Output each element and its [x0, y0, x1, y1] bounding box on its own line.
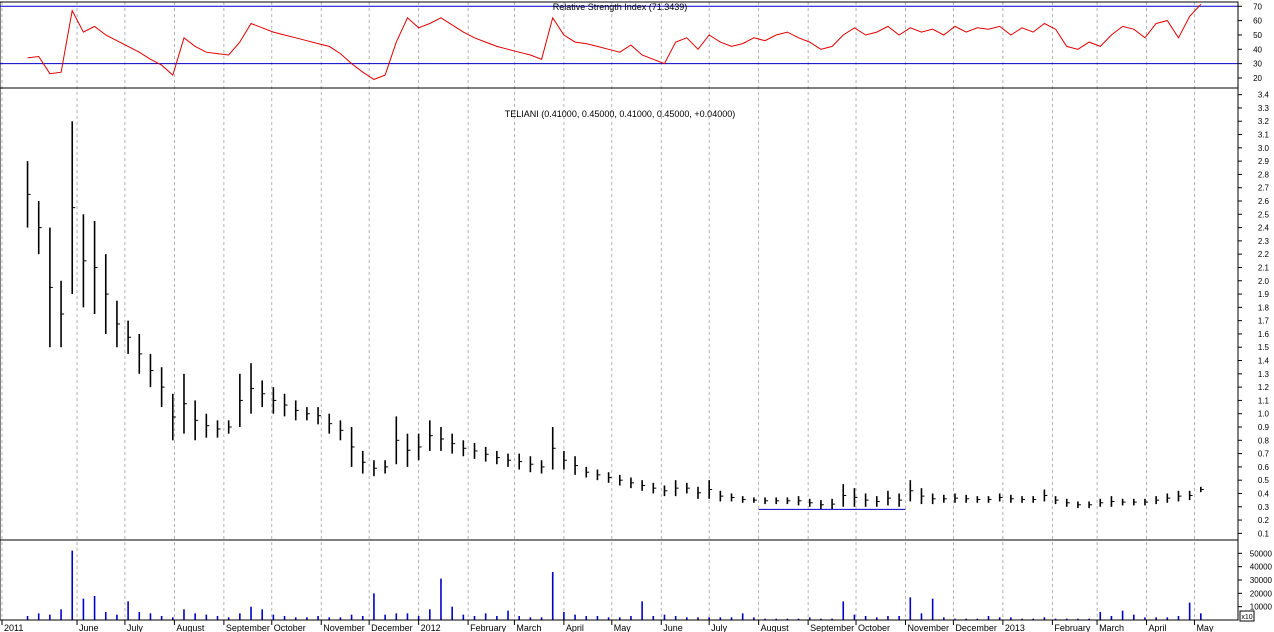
rsi-axis-ticks: 20 30 40 50 60 70: [1238, 2, 1263, 83]
volume-unit-box: [1239, 610, 1255, 622]
price-tick-label: 1.7: [1258, 317, 1270, 326]
price-tick-label: 2.4: [1258, 224, 1270, 233]
x-tick-label: April: [566, 623, 584, 632]
price-tick-label: 1.1: [1258, 396, 1270, 405]
price-tick-label: 0.2: [1258, 516, 1270, 525]
price-tick-label: 3.3: [1258, 104, 1270, 113]
x-tick-label: August: [176, 623, 205, 632]
x-tick-label: March: [1099, 623, 1124, 632]
price-bars: [26, 121, 1204, 510]
volume-tick-label: 10000: [1250, 603, 1273, 612]
x-tick-label: May: [1196, 623, 1214, 632]
x-tick-label: February: [1054, 623, 1091, 632]
price-tick-label: 2.5: [1258, 210, 1270, 219]
price-tick-label: 3.2: [1258, 117, 1270, 126]
volume-tick-label: 20000: [1250, 589, 1273, 598]
rsi-line: [27, 4, 1202, 80]
price-title: TELIANI (0.41000, 0.45000, 0.41000, 0.45…: [505, 109, 735, 119]
price-tick-label: 1.0: [1258, 410, 1270, 419]
x-tick-label: September: [226, 623, 270, 632]
rsi-title: Relative Strength Index (71.3439): [553, 2, 688, 12]
rsi-tick-label: 70: [1253, 2, 1262, 11]
price-tick-label: 0.3: [1258, 503, 1270, 512]
x-tick-label: December: [371, 623, 413, 632]
price-tick-label: 1.6: [1258, 330, 1270, 339]
x-axis-labels: 2011 June July August September October Novemb…: [1, 620, 1214, 632]
rsi-tick-label: 20: [1253, 74, 1262, 83]
price-tick-label: 2.0: [1258, 277, 1270, 286]
x-tick-label: July: [711, 623, 728, 632]
volume-tick-label: 40000: [1250, 563, 1273, 572]
x-tick-label: April: [1149, 623, 1167, 632]
price-tick-label: 3.1: [1258, 131, 1270, 140]
x-tick-label: June: [663, 623, 683, 632]
price-tick-label: 2.1: [1258, 263, 1270, 272]
price-tick-label: 0.4: [1258, 489, 1270, 498]
volume-axis-ticks: 10000 20000 30000 40000 50000: [1238, 549, 1273, 612]
x-tick-label: November: [908, 623, 950, 632]
rsi-tick-label: 30: [1253, 60, 1262, 69]
x-tick-label: October: [274, 623, 306, 632]
x-tick-label: 2011: [4, 623, 23, 632]
x-tick-label: October: [858, 623, 890, 632]
x-tick-label: March: [516, 623, 541, 632]
price-tick-label: 0.1: [1258, 529, 1270, 538]
volume-tick-label: 30000: [1250, 576, 1273, 585]
price-tick-label: 1.9: [1258, 290, 1270, 299]
volume-unit-label: x10: [1241, 614, 1252, 621]
x-tick-label: September: [810, 623, 854, 632]
vertical-gridlines: [1, 2, 1195, 620]
x-tick-label: August: [761, 623, 790, 632]
x-tick-label: May: [614, 623, 632, 632]
price-tick-label: 1.4: [1258, 357, 1270, 366]
price-tick-label: 0.6: [1258, 463, 1270, 472]
rsi-tick-label: 50: [1253, 31, 1262, 40]
price-tick-label: 1.2: [1258, 383, 1270, 392]
price-tick-label: 2.9: [1258, 157, 1270, 166]
x-tick-label: February: [470, 623, 507, 632]
price-tick-label: 2.3: [1258, 237, 1270, 246]
x-tick-label: November: [323, 623, 365, 632]
price-tick-label: 3.4: [1258, 91, 1270, 100]
price-tick-label: 1.5: [1258, 343, 1270, 352]
x-tick-label: 2013: [1005, 623, 1025, 632]
x-tick-label: June: [79, 623, 99, 632]
price-tick-label: 2.8: [1258, 170, 1270, 179]
rsi-tick-label: 40: [1253, 45, 1262, 54]
price-tick-label: 2.2: [1258, 250, 1270, 259]
volume-bars: [26, 550, 1202, 620]
price-tick-label: 2.7: [1258, 184, 1270, 193]
price-tick-label: 3.0: [1258, 144, 1270, 153]
volume-tick-label: 50000: [1250, 549, 1273, 558]
rsi-reference-lines: [0, 5, 1238, 65]
price-tick-label: 1.3: [1258, 370, 1270, 379]
price-tick-label: 1.8: [1258, 303, 1270, 312]
price-tick-label: 2.6: [1258, 197, 1270, 206]
price-axis-ticks: 0.1 0.2 0.3 0.4 0.5 0.6 0.7 0.8 0.9 1.0 1.1 1.2 1.3 1…: [1238, 91, 1270, 538]
price-tick-label: 0.8: [1258, 436, 1270, 445]
price-tick-label: 0.5: [1258, 476, 1270, 485]
x-tick-label: July: [127, 623, 144, 632]
x-tick-label: December: [955, 623, 997, 632]
price-panel: 0.1 0.2 0.3 0.4 0.5 0.6 0.7 0.8 0.9 1.0 1.1 1.2 1.3 1…: [0, 87, 1270, 541]
price-tick-label: 0.7: [1258, 450, 1270, 459]
price-tick-label: 0.9: [1258, 423, 1270, 432]
rsi-tick-label: 60: [1253, 17, 1262, 26]
x-tick-label: 2012: [421, 623, 441, 632]
